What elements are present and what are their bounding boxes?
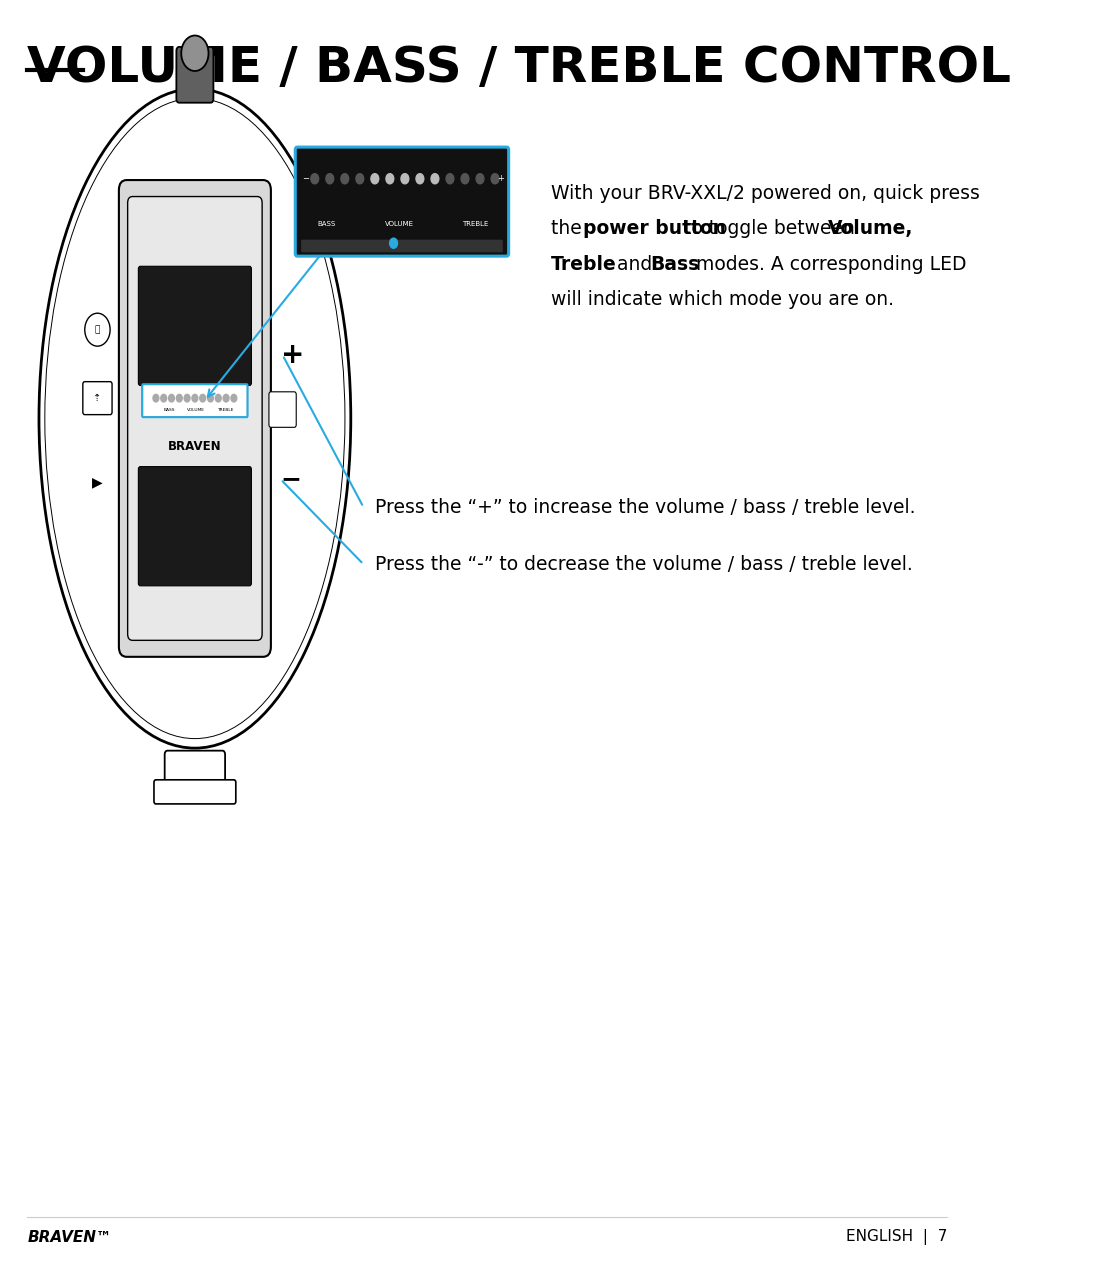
Text: +: + (280, 341, 304, 369)
Text: ⇡: ⇡ (94, 393, 102, 403)
Circle shape (446, 174, 454, 184)
FancyBboxPatch shape (269, 392, 296, 427)
Circle shape (461, 174, 469, 184)
Text: BRAVEN: BRAVEN (168, 440, 221, 453)
Text: −: − (280, 468, 300, 491)
Circle shape (85, 313, 111, 346)
Circle shape (184, 394, 190, 402)
Circle shape (216, 394, 221, 402)
Circle shape (326, 174, 334, 184)
Circle shape (311, 174, 318, 184)
Circle shape (386, 174, 394, 184)
Text: TREBLE: TREBLE (462, 222, 489, 227)
Ellipse shape (45, 99, 345, 738)
FancyBboxPatch shape (139, 467, 251, 586)
FancyBboxPatch shape (127, 197, 262, 640)
FancyBboxPatch shape (139, 266, 251, 385)
Circle shape (153, 394, 159, 402)
Text: BRAVEN™: BRAVEN™ (27, 1230, 112, 1245)
Text: Bass: Bass (650, 255, 699, 274)
Ellipse shape (39, 89, 351, 748)
FancyBboxPatch shape (164, 751, 226, 790)
FancyBboxPatch shape (118, 180, 271, 657)
Text: BASS: BASS (317, 222, 335, 227)
Circle shape (341, 174, 349, 184)
Circle shape (416, 174, 423, 184)
Text: VOLUME: VOLUME (187, 408, 204, 412)
Circle shape (181, 36, 209, 71)
Text: modes. A corresponding LED: modes. A corresponding LED (690, 255, 966, 274)
Circle shape (431, 174, 439, 184)
Circle shape (169, 394, 174, 402)
Circle shape (208, 394, 213, 402)
Text: and: and (611, 255, 658, 274)
Text: to toggle between: to toggle between (678, 219, 861, 238)
Circle shape (401, 174, 409, 184)
Text: ENGLISH  |  7: ENGLISH | 7 (846, 1229, 947, 1245)
Text: VOLUME / BASS / TREBLE CONTROL: VOLUME / BASS / TREBLE CONTROL (27, 44, 1011, 93)
FancyBboxPatch shape (176, 47, 213, 103)
Circle shape (491, 174, 499, 184)
Text: VOLUME: VOLUME (385, 222, 414, 227)
Text: power button: power button (583, 219, 726, 238)
FancyBboxPatch shape (302, 240, 503, 252)
Circle shape (176, 394, 182, 402)
Text: +: + (497, 174, 504, 184)
Text: Press the “+” to increase the volume / bass / treble level.: Press the “+” to increase the volume / b… (375, 498, 916, 516)
FancyBboxPatch shape (142, 384, 248, 417)
Text: BASS: BASS (164, 408, 175, 412)
Text: With your BRV-XXL/2 powered on, quick press: With your BRV-XXL/2 powered on, quick pr… (551, 184, 980, 203)
Text: Volume,: Volume, (829, 219, 914, 238)
Circle shape (371, 174, 379, 184)
FancyBboxPatch shape (295, 147, 508, 256)
Circle shape (231, 394, 237, 402)
Text: Treble: Treble (551, 255, 617, 274)
Text: ⏻: ⏻ (95, 325, 101, 335)
Circle shape (390, 238, 398, 249)
FancyBboxPatch shape (83, 382, 112, 415)
Circle shape (356, 174, 364, 184)
Circle shape (223, 394, 229, 402)
Text: ▶: ▶ (92, 474, 103, 489)
FancyBboxPatch shape (154, 780, 236, 804)
Circle shape (200, 394, 206, 402)
Text: −: − (303, 174, 309, 184)
Text: TREBLE: TREBLE (217, 408, 233, 412)
Circle shape (161, 394, 166, 402)
Text: the: the (551, 219, 588, 238)
Circle shape (192, 394, 198, 402)
Text: will indicate which mode you are on.: will indicate which mode you are on. (551, 290, 894, 309)
Text: Press the “-” to decrease the volume / bass / treble level.: Press the “-” to decrease the volume / b… (375, 555, 913, 573)
Circle shape (476, 174, 484, 184)
